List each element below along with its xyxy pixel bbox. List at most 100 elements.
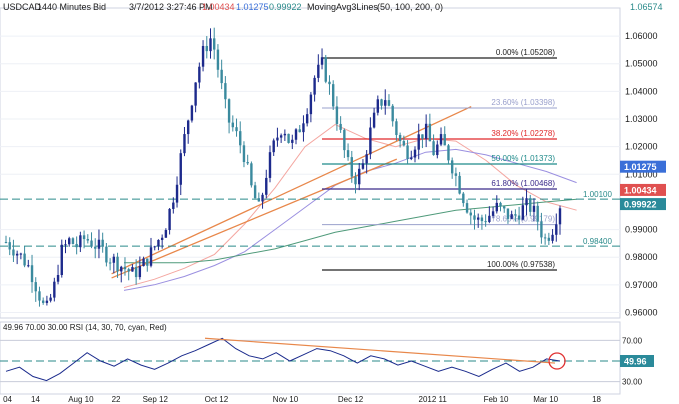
candle-body [56,275,60,282]
candle-body [27,265,30,267]
candle-body [30,265,34,283]
datetime-label: 3/7/2012 3:27:46 PM [129,2,213,12]
candle-body [331,84,335,107]
x-axis-label: 04 [3,395,12,404]
symbol-label: USDCAD [3,2,42,12]
candle-body [555,224,558,235]
candle-body [8,242,11,250]
candle-body [488,215,491,222]
candle-body [97,239,101,249]
top-price-label: 1.06574 [630,2,663,12]
candle-body [499,202,502,207]
candle-body [23,253,26,266]
candle-body [484,221,487,223]
candle-body [335,106,339,124]
candle-body [465,203,469,213]
candle-body [298,129,301,133]
candle-body [380,99,383,106]
candle-body [183,134,186,154]
candle-body [469,212,472,216]
candle-body [246,162,249,164]
candle-body [168,208,171,231]
candle-body [257,198,261,202]
candle-body [354,176,357,185]
candle-body [12,249,15,256]
candle-body [387,100,391,106]
candle-body [276,137,279,141]
candle-body [540,221,543,238]
candle-body [134,267,138,278]
candle-body [291,139,294,143]
candle-body [313,77,316,95]
candle-body [443,134,446,146]
candle-body [305,114,309,124]
candle-body [309,94,313,115]
candle-body [250,163,253,186]
candle-body [428,123,432,142]
candle-body [402,141,406,146]
candle-body [75,243,78,248]
candle-body [224,83,227,100]
candle-body [283,133,287,136]
candle-body [495,202,498,212]
candle-body [473,215,476,220]
rsi-level-label: 70.00 [622,336,643,345]
rsi-value-label: 49.96 [624,357,647,367]
candle-body [525,198,528,206]
candle-body [491,211,495,216]
candle-body [186,120,190,135]
candle-body [265,177,268,195]
candle-body [213,38,216,50]
fib-label: 23.60% (1.03398) [491,98,555,107]
candles [4,27,562,307]
candle-body [79,235,82,248]
candle-body [82,235,86,240]
candle-body [361,163,365,169]
x-axis-label: Feb 10 [484,395,509,404]
candle-body [320,57,324,65]
trendline-2 [111,158,398,279]
candle-body [112,256,116,263]
candle-body [190,105,194,121]
candle-body [462,193,465,204]
candle-body [268,152,272,178]
candle-body [38,291,41,301]
support-label: 1.00100 [583,190,612,199]
price-tick-label: 0.96000 [625,307,658,317]
price-tags: 1.01275 1.00434 0.99922 [620,160,666,211]
indicator-params: (50, 100, 200, 0) [377,2,443,12]
x-axis-label: Dec 12 [338,395,364,404]
candle-body [105,246,108,263]
candle-body [510,214,513,219]
candle-body [86,239,89,241]
price-tag-label: 1.00434 [624,185,657,195]
price-tick-label: 0.98000 [625,252,658,262]
price-tag [620,160,666,173]
candle-body [149,247,153,266]
price-tag-label: 1.01275 [624,162,657,172]
candle-body [60,244,63,276]
candle-body [417,134,420,150]
rsi-breakout-circle [548,352,566,370]
candle-body [421,134,424,139]
candle-body [216,49,220,70]
candle-body [261,194,264,202]
candle-body [450,160,454,174]
candle-body [529,198,532,212]
candle-body [432,141,435,156]
candle-body [49,297,52,301]
candle-body [358,168,361,185]
candle-body [339,123,342,130]
candle-body [231,122,235,128]
candle-body [477,217,480,220]
candle-body [532,205,536,212]
price-tick-label: 1.06000 [625,31,658,41]
candle-body [480,217,484,222]
rsi-value-tag [620,355,654,367]
candle-body [205,45,208,52]
x-axis-label: 14 [31,395,40,404]
candle-body [15,253,19,256]
fib-label: 50.00% (1.01373) [491,154,555,163]
x-axis-label: Nov 10 [273,395,299,404]
candle-body [439,134,443,145]
